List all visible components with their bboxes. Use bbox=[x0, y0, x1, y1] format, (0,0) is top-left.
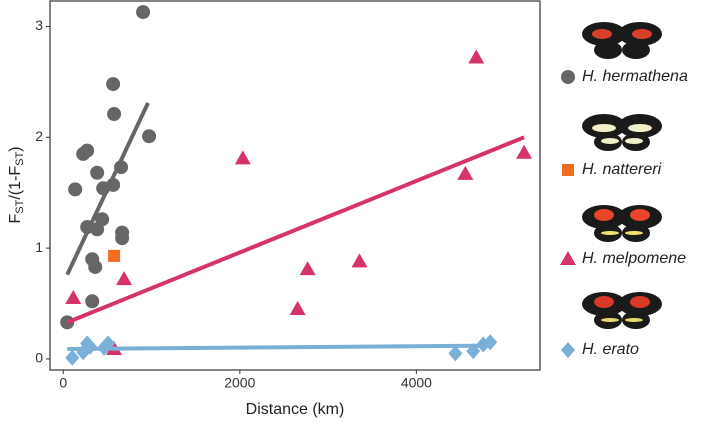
data-point bbox=[90, 165, 105, 180]
data-point bbox=[115, 231, 130, 246]
x-axis-label: Distance (km) bbox=[246, 401, 345, 418]
data-point bbox=[468, 49, 485, 64]
data-point bbox=[234, 150, 251, 165]
x-tick-label: 0 bbox=[59, 375, 67, 391]
plot-frame bbox=[49, 0, 541, 371]
butterfly-icons bbox=[582, 22, 662, 329]
trend-line bbox=[65, 102, 150, 276]
data-point bbox=[516, 144, 533, 159]
legend-marker bbox=[561, 342, 575, 358]
data-point bbox=[116, 271, 133, 286]
data-point bbox=[351, 253, 368, 268]
legend-label: H. hermathena bbox=[582, 68, 688, 85]
legend: H. hermathena H. nattereri H. melpomene H. … bbox=[560, 68, 688, 358]
legend-label: H. melpomene bbox=[582, 250, 686, 267]
data-point bbox=[80, 143, 95, 158]
y-label-part: F bbox=[7, 214, 24, 224]
plot-area bbox=[60, 5, 533, 366]
y-tick-label: 2 bbox=[35, 128, 43, 144]
legend-label: H. nattereri bbox=[582, 161, 662, 178]
data-point bbox=[106, 77, 121, 92]
data-point bbox=[88, 259, 103, 274]
data-point bbox=[448, 345, 463, 362]
data-point bbox=[289, 301, 306, 316]
data-point bbox=[108, 249, 121, 262]
y-tick-label: 0 bbox=[35, 350, 43, 366]
legend-marker bbox=[562, 164, 574, 176]
y-label-part: /(1-F bbox=[7, 166, 24, 200]
y-axis-label: FST/(1-FST) bbox=[7, 146, 26, 223]
trend-line bbox=[67, 343, 492, 351]
legend-marker bbox=[560, 251, 576, 265]
data-point bbox=[136, 5, 151, 20]
data-point bbox=[142, 129, 157, 144]
data-point bbox=[68, 182, 83, 197]
x-tick-label: 4000 bbox=[401, 375, 432, 391]
y-tick-label: 1 bbox=[35, 239, 43, 255]
x-tick-label: 2000 bbox=[224, 375, 255, 391]
y-tick-label: 3 bbox=[35, 17, 43, 33]
data-point bbox=[107, 107, 122, 122]
data-point bbox=[85, 294, 100, 309]
data-point bbox=[65, 349, 80, 366]
y-label-part: ST bbox=[14, 152, 26, 166]
y-label-part: ) bbox=[7, 146, 24, 151]
legend-marker bbox=[561, 70, 575, 84]
trend-line bbox=[66, 135, 525, 325]
data-point bbox=[457, 165, 474, 180]
data-point bbox=[299, 261, 316, 276]
data-point bbox=[95, 212, 110, 227]
data-point bbox=[65, 289, 82, 304]
legend-label: H. erato bbox=[582, 341, 639, 358]
y-label-part: ST bbox=[14, 199, 26, 213]
